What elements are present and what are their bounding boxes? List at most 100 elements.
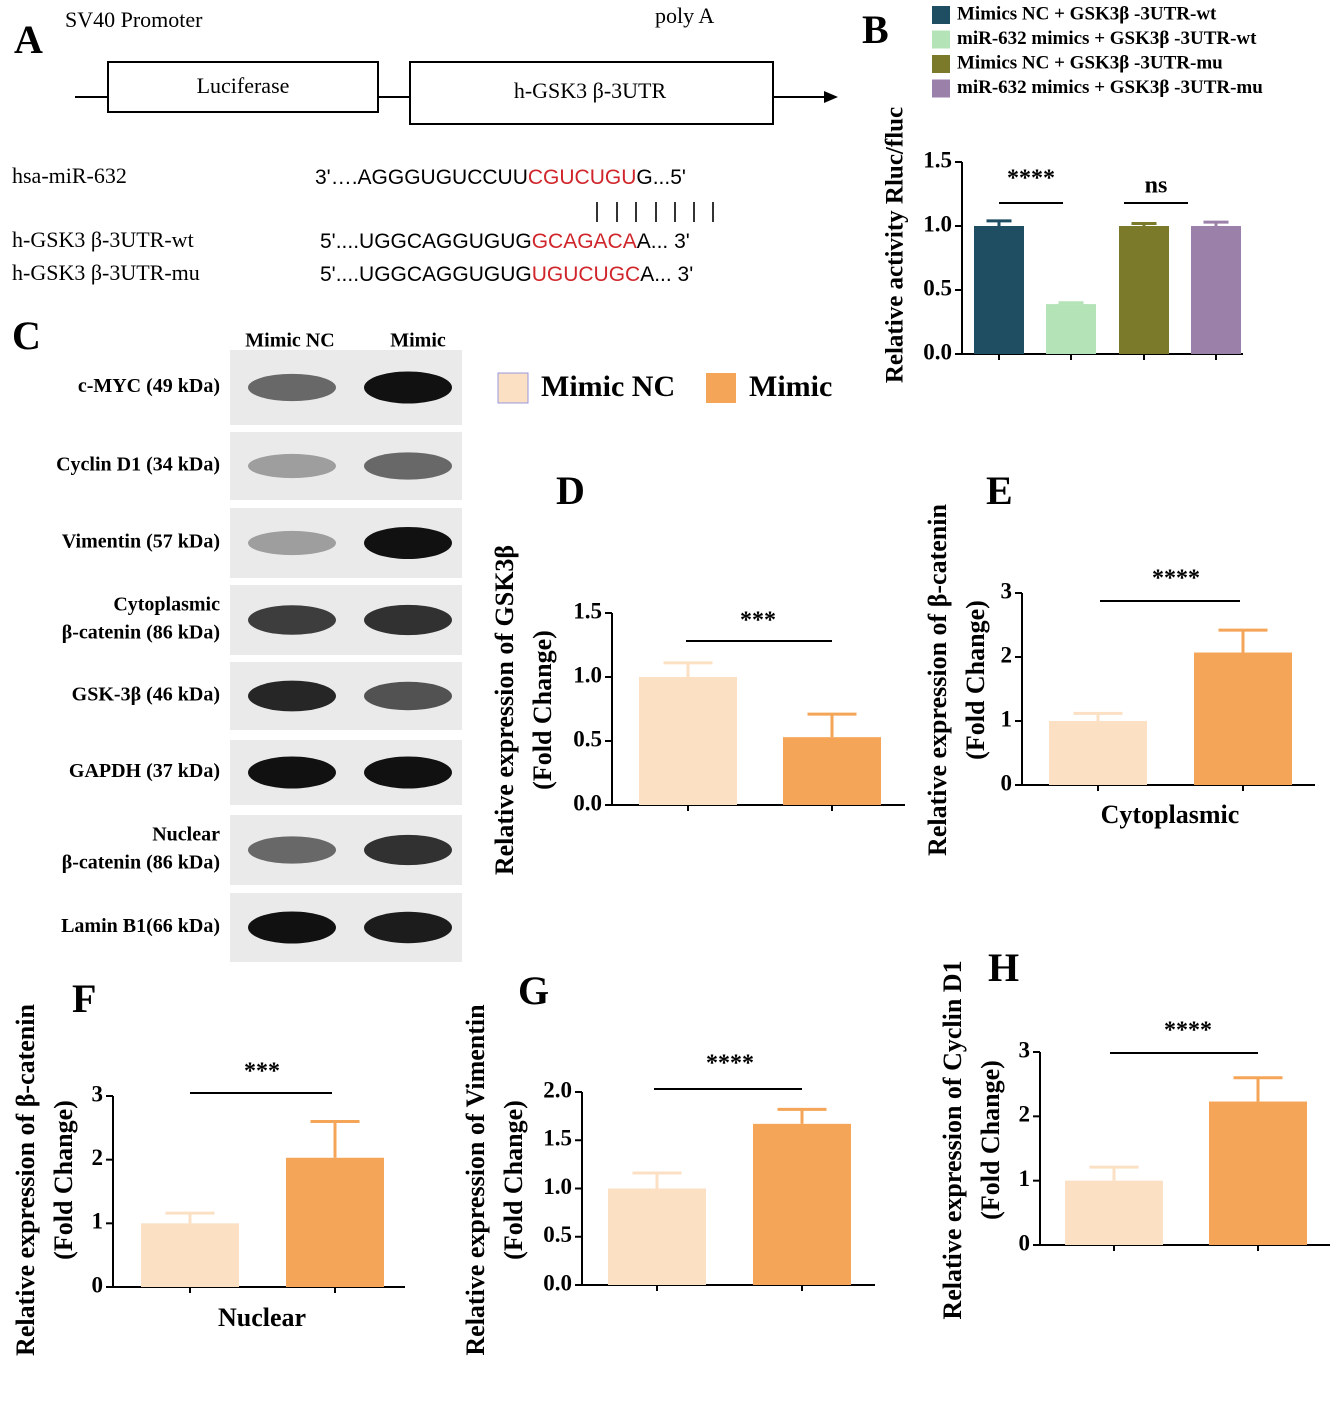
y-tick-label: 0.5: [573, 726, 602, 751]
bar: [141, 1223, 239, 1287]
bar: [783, 737, 881, 805]
sequence: 5'....UGGCAGGUGUGGCAGACAA... 3': [320, 230, 690, 253]
y-tick-label: 3: [1019, 1037, 1031, 1062]
y-tick-label: 1.0: [573, 662, 602, 687]
polya-label: poly A: [655, 3, 714, 28]
significance: ****: [706, 1051, 754, 1077]
blot-band: [364, 834, 452, 866]
row-label: β-catenin (86 kDa): [62, 852, 220, 874]
bar: [1049, 721, 1147, 785]
significance: ****: [1007, 166, 1055, 192]
y-tick-label: 0.0: [573, 790, 602, 815]
legend-label: Mimics NC + GSK3β -3UTR-wt: [957, 3, 1217, 24]
y-tick-label: 2: [1019, 1102, 1031, 1127]
seed-site: CGUCUGU: [528, 166, 637, 189]
y-tick-label: 1.5: [543, 1126, 572, 1151]
y-tick-label: 0.0: [923, 339, 952, 364]
bar: [1065, 1180, 1163, 1245]
legend-label: miR-632 mimics + GSK3β -3UTR-mu: [957, 77, 1263, 98]
y-tick-label: 2: [92, 1145, 104, 1170]
y-tick-label: 1: [92, 1209, 104, 1234]
panel-label: H: [988, 945, 1019, 990]
y-tick-label: 3: [92, 1081, 104, 1106]
y-tick-label: 1.5: [573, 598, 602, 623]
y-tick-label: 1.0: [543, 1174, 572, 1199]
seed-site: UGUCUGC: [532, 263, 641, 286]
legend-swatch: [932, 79, 950, 98]
y-axis-label: (Fold Change): [528, 630, 557, 790]
bar: [1194, 652, 1292, 785]
bar: [974, 226, 1024, 354]
blot-band: [248, 530, 336, 556]
y-axis-label: (Fold Change): [976, 1060, 1005, 1220]
panel-label: A: [14, 17, 43, 62]
legend-swatch: [932, 6, 950, 24]
column-label: Mimic NC: [245, 330, 334, 352]
significance: ****: [1152, 566, 1200, 592]
bar: [608, 1188, 706, 1285]
blot-band: [248, 605, 336, 635]
panel-label: E: [986, 468, 1013, 513]
sequence-part: 5'....UGGCAGGUGUG: [320, 263, 532, 286]
row-label: GSK-3β (46 kDa): [72, 684, 220, 706]
promoter-label: SV40 Promoter: [65, 7, 203, 32]
row-label: GAPDH (37 kDa): [69, 760, 220, 782]
construct-box: [107, 61, 379, 113]
blot-band: [248, 911, 336, 944]
y-tick-label: 1.0: [923, 211, 952, 236]
y-tick-label: 0.5: [923, 275, 952, 300]
y-tick-label: 3: [1001, 578, 1013, 603]
y-tick-label: 0: [1019, 1230, 1031, 1255]
y-axis-label: Relative activity Rluc/fluc: [882, 107, 909, 383]
blot-band: [364, 452, 452, 480]
bar: [1119, 226, 1169, 354]
blot-band: [248, 680, 336, 712]
blot-band: [364, 371, 452, 404]
y-axis-label: (Fold Change): [49, 1100, 78, 1260]
y-axis-label: Relative expression of β-catenin: [11, 1004, 40, 1356]
blot-band: [364, 681, 452, 711]
legend-label: Mimics NC + GSK3β -3UTR-mu: [957, 52, 1223, 73]
row-label: Nuclear: [152, 824, 220, 846]
blot-band: [364, 911, 452, 944]
y-axis-label: Relative expression of β-catenin: [923, 504, 952, 856]
x-axis-label: Nuclear: [218, 1303, 306, 1332]
charts: B Relative activity Rluc/fluc 0.0 0.5 1.0 1.5…: [11, 3, 1330, 1356]
y-axis-label: (Fold Change): [961, 600, 990, 760]
y-tick-label: 0.5: [543, 1222, 572, 1247]
y-axis-label: (Fold Change): [499, 1100, 528, 1260]
panel-label: B: [862, 7, 889, 52]
legend-swatch: [497, 372, 529, 404]
blot-band: [364, 604, 452, 636]
legend-swatch: [706, 373, 736, 403]
bar: [1046, 304, 1096, 354]
y-tick-label: 1.5: [923, 147, 952, 172]
significance: ****: [1164, 1018, 1212, 1044]
panel-label: D: [556, 468, 585, 513]
legend-label: miR-632 mimics + GSK3β -3UTR-wt: [957, 28, 1257, 49]
y-tick-label: 2.0: [543, 1077, 572, 1102]
row-label: Cytoplasmic: [113, 594, 220, 616]
legend-swatch: [932, 30, 950, 49]
y-axis-label: Relative expression of GSK3β: [490, 545, 519, 875]
bar: [753, 1123, 851, 1285]
sequence-part: G...5': [636, 166, 686, 189]
column-label: Mimic: [390, 330, 446, 352]
y-axis-label: Relative expression of Cyclin D1: [938, 960, 967, 1319]
bar: [1209, 1101, 1307, 1245]
y-tick-label: 0.0: [543, 1270, 572, 1295]
bar: [639, 677, 737, 805]
significance: ns: [1145, 173, 1168, 199]
blot: c-MYC (49 kDa) Cyclin D1 (34 kDa) Vimentin…: [56, 350, 462, 962]
bar: [286, 1157, 384, 1287]
blot-band: [248, 836, 336, 864]
y-axis-label: Relative expression of Vimentin: [461, 1004, 490, 1356]
y-tick-label: 1: [1001, 706, 1013, 731]
box-label: h-GSK3 β-3UTR: [514, 78, 667, 103]
significance: ***: [740, 608, 776, 634]
sequence-part: A... 3': [637, 230, 690, 253]
construct-arrow: [824, 91, 838, 103]
row-label: Lamin B1(66 kDa): [61, 915, 220, 937]
blot-band: [248, 453, 336, 479]
